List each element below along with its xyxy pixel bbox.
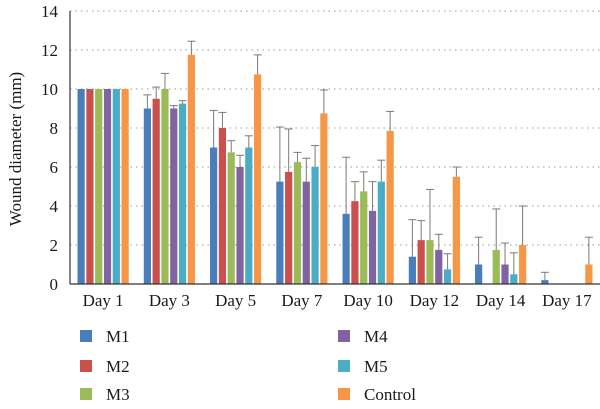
bar-m2 <box>351 201 358 284</box>
bar-m1 <box>475 265 482 285</box>
legend: M1 M2 M3 M4 M5 Control <box>80 327 416 404</box>
bar-m3 <box>228 152 235 284</box>
bar-m3 <box>493 250 500 284</box>
bar-m4 <box>369 211 376 284</box>
bar-m3 <box>294 162 301 284</box>
bar-m1 <box>343 214 350 284</box>
legend-label-m5: M5 <box>364 357 388 376</box>
bar-m5 <box>179 104 186 284</box>
bar-m5 <box>378 182 385 284</box>
bar-control <box>188 55 195 284</box>
bar-m4 <box>104 89 111 284</box>
bar-m4 <box>435 250 442 284</box>
bar-m5 <box>510 274 517 284</box>
bar-control <box>122 89 129 284</box>
x-tick-label: Day 1 <box>83 291 124 310</box>
chart: 02468101214 Day 1 Day 3 Day 5 Day 7 Day 10 Da… <box>0 0 600 409</box>
bar-m3 <box>161 89 168 284</box>
legend-label-m4: M4 <box>364 327 388 346</box>
bar-m5 <box>113 89 120 284</box>
x-tick-label: Day 3 <box>149 291 190 310</box>
bar-control <box>387 131 394 284</box>
bar-m1 <box>144 109 151 285</box>
x-tick-labels: Day 1 Day 3 Day 5 Day 7 Day 10 Day 12 Day 14 Da… <box>83 291 593 310</box>
y-tick-label: 12 <box>41 41 58 60</box>
bar-m5 <box>444 269 451 284</box>
legend-label-control: Control <box>364 385 416 404</box>
bar-m3 <box>95 89 102 284</box>
bar-control <box>320 113 327 284</box>
bar-m2 <box>418 240 425 284</box>
x-tick-label: Day 10 <box>343 291 393 310</box>
y-tick-label: 6 <box>50 158 59 177</box>
bar-m3 <box>426 240 433 284</box>
x-tick-label: Day 12 <box>410 291 460 310</box>
bar-m4 <box>501 265 508 285</box>
legend-swatch-m4 <box>338 330 350 342</box>
bar-control <box>254 74 261 284</box>
bar-m3 <box>360 191 367 284</box>
legend-swatch-control <box>338 388 350 400</box>
legend-label-m1: M1 <box>106 327 130 346</box>
bar-m4 <box>303 182 310 284</box>
x-tick-label: Day 5 <box>215 291 256 310</box>
x-tick-label: Day 17 <box>542 291 592 310</box>
y-tick-label: 14 <box>41 2 59 21</box>
bar-m1 <box>78 89 85 284</box>
y-tick-label: 2 <box>50 236 59 255</box>
y-tick-label: 4 <box>50 197 59 216</box>
bar-m4 <box>170 109 177 285</box>
y-tick-label: 10 <box>41 80 58 99</box>
bar-control <box>519 245 526 284</box>
bar-m1 <box>276 182 283 284</box>
bar-m1 <box>409 257 416 284</box>
bar-m1 <box>210 148 217 285</box>
legend-swatch-m3 <box>80 388 92 400</box>
bar-m5 <box>245 148 252 285</box>
y-axis-label: Wound diameter (mm) <box>6 72 25 226</box>
x-tick-label: Day 7 <box>281 291 323 310</box>
legend-swatch-m1 <box>80 330 92 342</box>
bar-m2 <box>153 99 160 284</box>
legend-label-m2: M2 <box>106 357 130 376</box>
y-tick-labels: 0 2 4 6 8 10 12 14 <box>41 2 59 294</box>
legend-swatch-m2 <box>80 360 92 372</box>
bar-m5 <box>311 167 318 284</box>
bar-m4 <box>236 167 243 284</box>
bar-m2 <box>86 89 93 284</box>
legend-label-m3: M3 <box>106 385 130 404</box>
y-tick-label: 8 <box>50 119 59 138</box>
bar-m2 <box>219 128 226 284</box>
bar-control <box>453 177 460 284</box>
bar-m2 <box>285 172 292 284</box>
bar-control <box>585 265 592 285</box>
y-tick-label: 0 <box>50 275 59 294</box>
legend-swatch-m5 <box>338 360 350 372</box>
x-tick-label: Day 14 <box>476 291 526 310</box>
